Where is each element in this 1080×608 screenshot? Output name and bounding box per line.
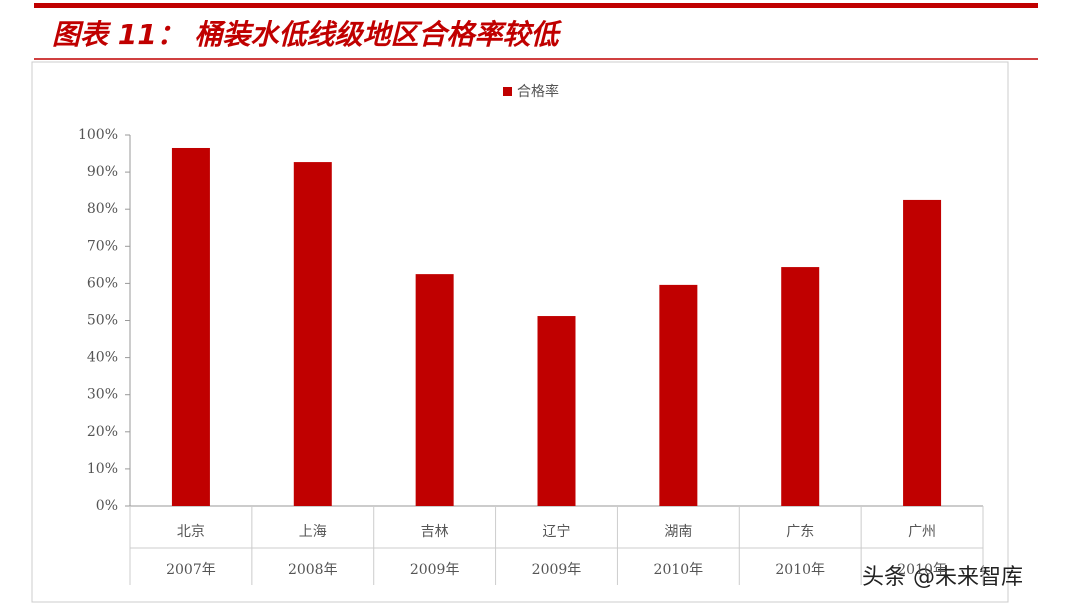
x-tick-sublabel: 2010年 xyxy=(775,562,825,578)
y-tick-label: 70% xyxy=(87,238,118,254)
legend-label: 合格率 xyxy=(517,83,559,100)
y-tick-label: 0% xyxy=(96,498,118,514)
y-tick-label: 60% xyxy=(87,275,118,291)
y-tick-label: 80% xyxy=(87,201,118,217)
top-rule xyxy=(34,3,1038,8)
x-tick-sublabel: 2010年 xyxy=(897,562,947,578)
x-tick-label: 辽宁 xyxy=(543,523,571,540)
bar xyxy=(903,199,942,507)
chart-title: 图表 11： 桶装水低线级地区合格率较低 xyxy=(52,18,562,51)
y-tick-label: 40% xyxy=(87,350,118,366)
x-tick-label: 广东 xyxy=(786,524,814,540)
y-tick-label: 50% xyxy=(87,313,118,329)
bar xyxy=(293,162,332,506)
bar xyxy=(171,147,210,507)
watermark: 头条 @未来智库 xyxy=(862,565,1023,590)
x-tick-sublabel: 2007年 xyxy=(166,562,216,578)
x-tick-sublabel: 2009年 xyxy=(410,562,460,578)
bar xyxy=(781,267,820,506)
bar xyxy=(659,284,698,506)
x-tick-label: 北京 xyxy=(177,524,205,540)
y-tick-label: 10% xyxy=(87,461,118,477)
bar xyxy=(415,274,454,506)
y-tick-label: 90% xyxy=(87,164,118,180)
y-tick-label: 100% xyxy=(78,127,118,143)
x-tick-sublabel: 2008年 xyxy=(288,562,338,578)
x-tick-label: 广州 xyxy=(908,524,936,540)
x-tick-label: 上海 xyxy=(299,524,327,540)
y-tick-label: 30% xyxy=(87,387,118,403)
x-tick-sublabel: 2009年 xyxy=(532,562,582,578)
chart-frame xyxy=(31,61,1009,603)
x-tick-label: 吉林 xyxy=(421,524,449,540)
legend-swatch xyxy=(503,87,512,96)
x-tick-label: 湖南 xyxy=(664,524,692,540)
x-tick-sublabel: 2010年 xyxy=(654,562,704,578)
bar xyxy=(537,316,576,506)
y-tick-label: 20% xyxy=(87,424,118,440)
